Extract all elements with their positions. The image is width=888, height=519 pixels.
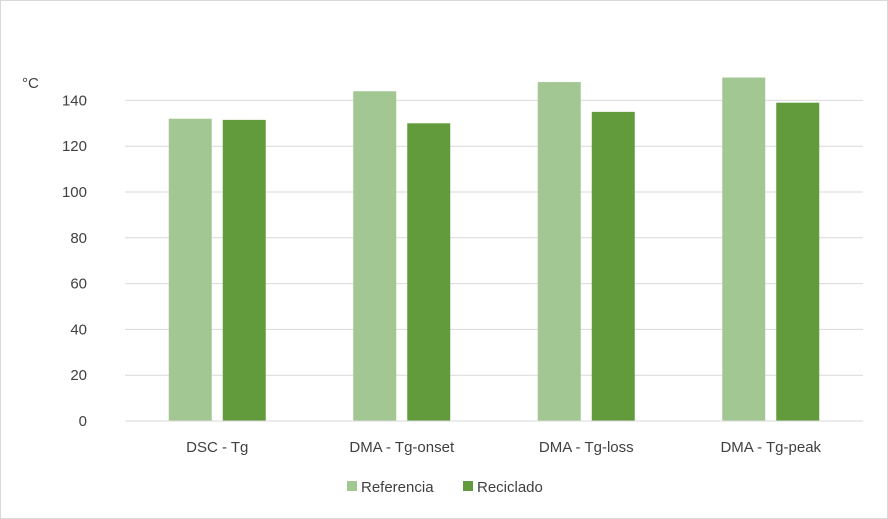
y-axis-unit-label: °C — [22, 75, 39, 92]
legend-swatch-referencia — [347, 481, 357, 491]
legend-swatch-reciclado — [463, 481, 473, 491]
bar-reciclado-2 — [407, 123, 451, 422]
x-category-label: DMA - Tg-onset — [349, 439, 455, 456]
bars — [168, 77, 820, 422]
x-category-label: DMA - Tg-peak — [720, 439, 821, 456]
y-tick-label: 80 — [70, 230, 87, 247]
y-tick-label: 0 — [79, 413, 87, 430]
legend-label-referencia: Referencia — [361, 479, 434, 496]
y-tick-label: 100 — [62, 184, 87, 201]
bar-referencia-4 — [722, 77, 766, 421]
legend: Referencia Reciclado — [347, 479, 543, 496]
y-tick-label: 20 — [70, 367, 87, 384]
bar-referencia-1 — [168, 118, 212, 421]
x-axis-labels: DSC - Tg DMA - Tg-onset DMA - Tg-loss DMA -… — [186, 439, 821, 456]
x-category-label: DMA - Tg-loss — [539, 439, 634, 456]
y-tick-label: 140 — [62, 92, 87, 109]
bar-referencia-2 — [353, 91, 397, 422]
legend-label-reciclado: Reciclado — [477, 479, 543, 496]
y-tick-label: 60 — [70, 276, 87, 293]
bar-reciclado-3 — [591, 111, 635, 421]
y-axis-ticks: 0 20 40 60 80 100 120 140 — [62, 92, 87, 430]
y-tick-label: 120 — [62, 138, 87, 155]
bar-referencia-3 — [537, 82, 581, 421]
bar-reciclado-4 — [776, 102, 820, 421]
y-tick-label: 40 — [70, 321, 87, 338]
bar-reciclado-1 — [222, 119, 266, 422]
x-category-label: DSC - Tg — [186, 439, 248, 456]
